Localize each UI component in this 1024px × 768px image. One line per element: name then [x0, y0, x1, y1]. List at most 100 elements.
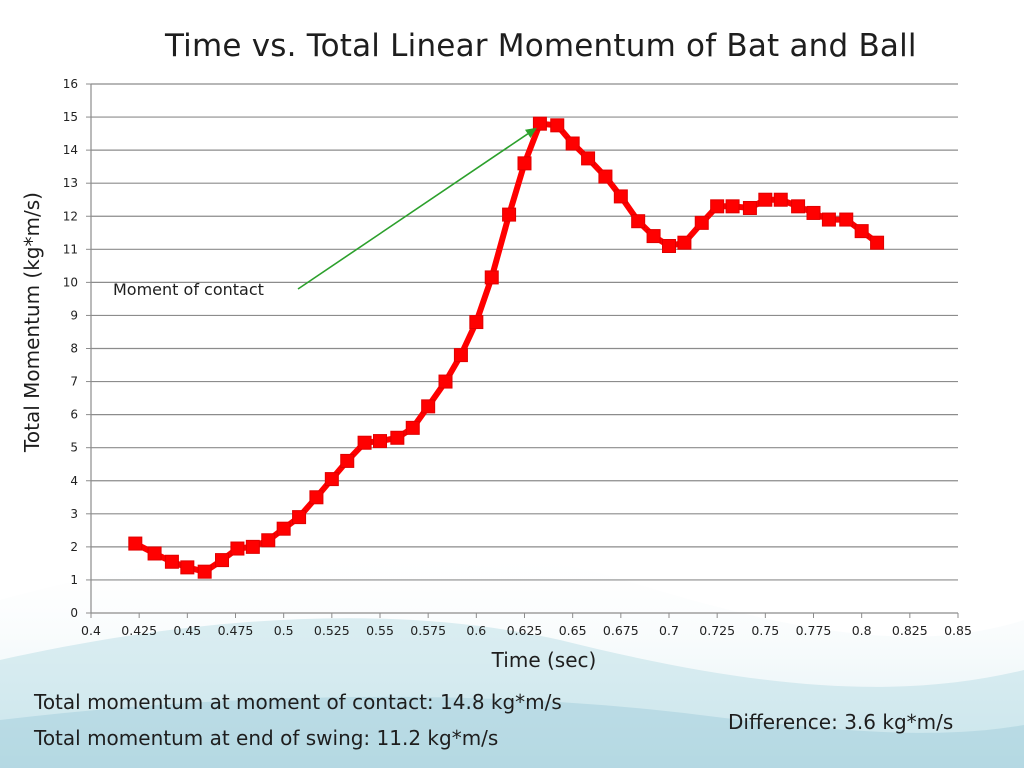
y-axis-label: Total Momentum (kg*m/s)	[20, 192, 44, 452]
x-tick-label-13: 0.725	[699, 623, 735, 638]
data-point-13	[340, 453, 355, 468]
y-tick-label-14: 14	[63, 143, 78, 157]
chart-title: Time vs. Total Linear Momentum of Bat an…	[165, 28, 917, 64]
y-tick-label-10: 10	[63, 275, 78, 289]
x-tick-label-0: 0.4	[81, 623, 101, 638]
data-point-41	[791, 199, 806, 214]
annotation-arrow-line	[297, 133, 529, 290]
y-tick-label-7: 7	[70, 375, 78, 389]
x-tick-label-9: 0.625	[507, 623, 543, 638]
data-point-46	[870, 235, 885, 250]
x-tick-label-16: 0.8	[852, 623, 872, 638]
data-point-31	[631, 214, 646, 229]
data-point-7	[245, 539, 260, 554]
data-point-0	[128, 536, 143, 551]
x-tick-label-1: 0.425	[121, 623, 157, 638]
y-tick-label-3: 3	[70, 507, 78, 521]
y-tick-label-9: 9	[70, 308, 78, 322]
data-point-21	[469, 315, 484, 330]
annotation-arrow-head	[525, 127, 537, 138]
data-point-30	[613, 189, 628, 204]
x-tick-label-8: 0.6	[466, 623, 486, 638]
data-point-32	[646, 229, 661, 244]
footnote-contact-momentum: Total momentum at moment of contact: 14.…	[34, 690, 562, 714]
data-point-19	[438, 374, 453, 389]
y-tick-label-1: 1	[70, 573, 78, 587]
data-point-3	[180, 560, 195, 575]
footnote-end-momentum: Total momentum at end of swing: 11.2 kg*…	[34, 726, 499, 750]
data-point-1	[147, 546, 162, 561]
data-point-33	[662, 239, 676, 254]
data-point-38	[742, 200, 757, 215]
x-tick-label-3: 0.475	[218, 623, 254, 638]
x-tick-label-2: 0.45	[173, 623, 201, 638]
y-tick-label-6: 6	[70, 408, 78, 422]
data-point-8	[261, 533, 276, 548]
y-tick-label-12: 12	[63, 209, 78, 223]
data-point-4	[197, 564, 212, 579]
x-tick-label-5: 0.525	[314, 623, 350, 638]
x-tick-label-4: 0.5	[274, 623, 294, 638]
data-point-27	[565, 136, 580, 151]
x-tick-label-12: 0.7	[659, 623, 679, 638]
data-point-9	[276, 521, 291, 536]
x-tick-labels: 0.4 0.425 0.45 0.475 0.5 0.525 0.55 0.575 0.6 0.6…	[81, 623, 972, 638]
y-tick-label-11: 11	[63, 242, 78, 256]
data-point-2	[164, 554, 179, 569]
data-point-17	[405, 420, 420, 435]
data-point-12	[324, 472, 339, 487]
data-point-43	[821, 212, 836, 227]
data-point-35	[694, 215, 709, 230]
data-point-5	[215, 553, 230, 568]
data-point-25	[532, 116, 547, 131]
x-axis-label: Time (sec)	[491, 648, 597, 672]
annotation-label: Moment of contact	[113, 280, 264, 299]
data-point-37	[725, 199, 740, 214]
data-point-20	[453, 348, 468, 363]
data-point-24	[517, 156, 532, 171]
data-point-40	[773, 192, 788, 207]
data-point-34	[677, 235, 692, 250]
data-point-14	[357, 435, 372, 450]
data-point-23	[502, 207, 517, 222]
data-point-10	[292, 510, 307, 525]
series-momentum	[128, 116, 885, 579]
y-tick-label-5: 5	[70, 441, 78, 455]
data-point-42	[806, 205, 821, 220]
data-point-44	[839, 212, 854, 227]
data-point-36	[710, 199, 725, 214]
x-tick-label-18: 0.85	[944, 623, 972, 638]
x-tick-label-15: 0.775	[796, 623, 832, 638]
x-tick-label-10: 0.65	[559, 623, 587, 638]
footnote-difference: Difference: 3.6 kg*m/s	[728, 710, 954, 734]
x-tick-label-7: 0.575	[410, 623, 446, 638]
y-tick-label-4: 4	[70, 474, 78, 488]
x-tick-label-11: 0.675	[603, 623, 639, 638]
x-tick-label-14: 0.75	[751, 623, 779, 638]
x-tick-label-17: 0.825	[892, 623, 928, 638]
y-tick-label-0: 0	[70, 606, 78, 620]
data-point-6	[230, 541, 245, 556]
annotation-arrow	[297, 127, 537, 290]
y-tick-label-15: 15	[63, 110, 78, 124]
y-tick-label-8: 8	[70, 342, 78, 356]
data-point-29	[598, 169, 613, 184]
data-point-28	[581, 151, 596, 166]
y-tick-label-2: 2	[70, 540, 78, 554]
x-tick-label-6: 0.55	[366, 623, 394, 638]
y-tick-label-16: 16	[63, 77, 78, 91]
data-point-11	[309, 490, 324, 505]
data-point-22	[484, 270, 499, 285]
y-tick-label-13: 13	[63, 176, 78, 190]
axes	[86, 83, 959, 618]
series-line-0	[132, 120, 881, 575]
data-point-18	[421, 399, 436, 414]
data-point-45	[854, 224, 869, 239]
data-point-15	[373, 434, 387, 449]
data-point-26	[550, 118, 565, 133]
data-point-39	[758, 192, 773, 207]
data-point-16	[390, 430, 405, 445]
